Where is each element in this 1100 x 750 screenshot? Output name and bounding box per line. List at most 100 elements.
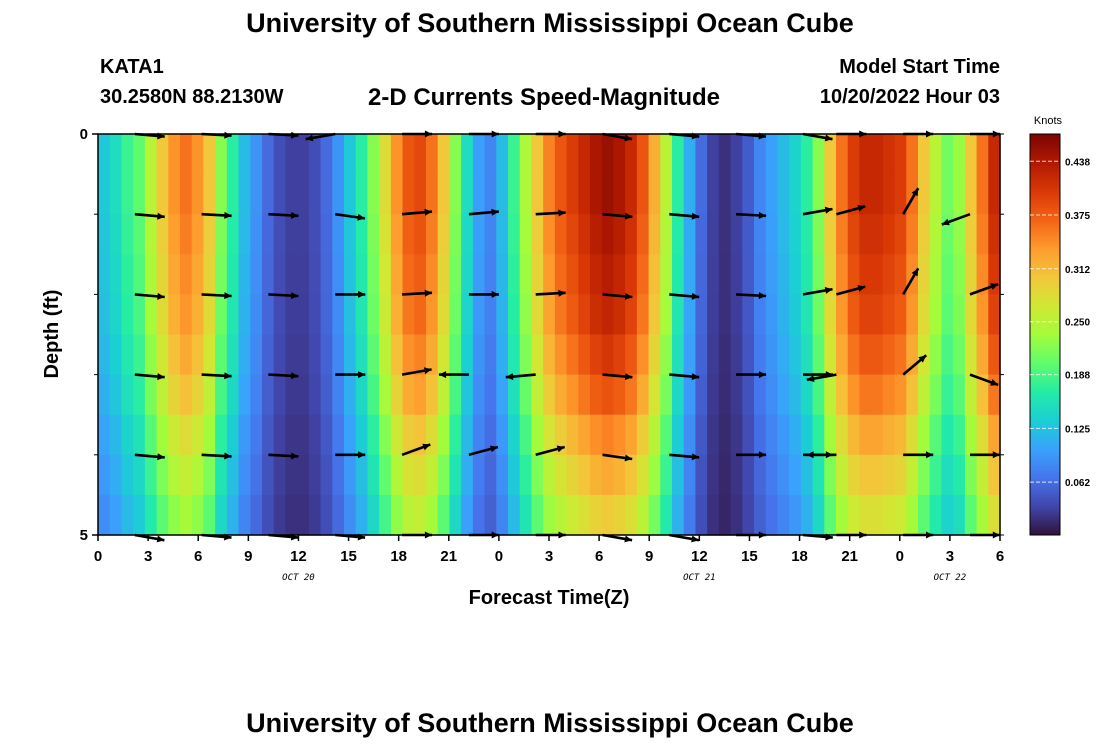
- current-arrow: [969, 373, 999, 387]
- heatmap-cell: [144, 334, 158, 376]
- page-title-bottom: University of Southern Mississippi Ocean…: [246, 708, 854, 738]
- heatmap-cell: [812, 174, 825, 215]
- heatmap-cell: [215, 254, 228, 295]
- heatmap-cell: [859, 294, 872, 336]
- x-tick-label: 15: [741, 548, 758, 565]
- heatmap-cell: [484, 454, 497, 496]
- heatmap-cell: [800, 374, 814, 416]
- heatmap-cell: [461, 374, 474, 416]
- heatmap-cell: [215, 214, 228, 255]
- heatmap-cell: [156, 214, 169, 255]
- heatmap-cell: [285, 134, 298, 175]
- heatmap-cell: [554, 174, 568, 215]
- heatmap-cell: [882, 494, 896, 536]
- x-tick-label: 0: [94, 548, 102, 565]
- colorbar-tick-label: 0.438: [1065, 157, 1090, 168]
- heatmap-cell: [988, 134, 1001, 175]
- heatmap-cell: [426, 454, 439, 496]
- heatmap-cell: [683, 294, 697, 336]
- heatmap-cell: [402, 454, 415, 496]
- heatmap-cell: [98, 294, 111, 336]
- heatmap-cell: [777, 374, 790, 416]
- heatmap-cell: [754, 494, 767, 536]
- x-tick-label: 0: [896, 548, 904, 565]
- heatmap-cell: [672, 254, 685, 295]
- heatmap-cell: [683, 134, 697, 175]
- heatmap-cell: [742, 214, 755, 255]
- heatmap-cell: [730, 454, 743, 496]
- heatmap-cell: [109, 134, 123, 175]
- heatmap-cell: [566, 374, 579, 416]
- heatmap-cell: [250, 454, 263, 496]
- heatmap-cell: [297, 374, 310, 416]
- heatmap-cell: [929, 174, 943, 215]
- heatmap-cell: [590, 174, 603, 215]
- heatmap-cell: [660, 454, 673, 496]
- heatmap-cell: [625, 494, 638, 536]
- heatmap-cell: [836, 454, 849, 496]
- heatmap-cell: [800, 454, 814, 496]
- heatmap-cell: [613, 174, 626, 215]
- current-arrow: [806, 451, 837, 459]
- heatmap-cell: [461, 454, 474, 496]
- heatmap-cell: [988, 334, 1001, 376]
- heatmap-cell: [613, 414, 626, 456]
- heatmap-cell: [906, 454, 919, 496]
- heatmap-cell: [543, 454, 556, 496]
- heatmap-cell: [718, 454, 732, 496]
- heatmap-cell: [906, 134, 919, 175]
- heatmap-cell: [660, 134, 673, 175]
- current-arrow: [401, 367, 432, 376]
- heatmap-cell: [367, 374, 380, 416]
- heatmap-cell: [332, 454, 345, 496]
- current-arrow: [602, 533, 633, 543]
- current-arrow: [736, 211, 767, 219]
- heatmap-cell: [180, 454, 193, 496]
- heatmap-cell: [379, 134, 392, 175]
- heatmap-cell: [718, 294, 732, 336]
- heatmap-cell: [168, 254, 181, 295]
- heatmap-cell: [168, 374, 181, 416]
- heatmap-cell: [215, 374, 228, 416]
- heatmap-cell: [519, 454, 533, 496]
- heatmap-cell: [355, 374, 369, 416]
- heatmap-cell: [390, 294, 404, 336]
- heatmap-cell: [613, 134, 626, 175]
- current-arrow: [669, 292, 700, 300]
- heatmap-cell: [133, 174, 146, 215]
- x-tick-label: 21: [841, 548, 858, 565]
- heatmap-cell: [367, 294, 380, 336]
- heatmap-cell: [683, 174, 697, 215]
- heatmap-cell: [144, 174, 158, 215]
- heatmap-cell: [180, 174, 193, 215]
- heatmap-cell: [320, 494, 333, 536]
- heatmap-cell: [180, 134, 193, 175]
- heatmap-cell: [519, 374, 533, 416]
- heatmap-cell: [121, 254, 134, 295]
- heatmap-cell: [262, 334, 275, 376]
- heatmap-cell: [133, 374, 146, 416]
- heatmap-cell: [203, 134, 216, 175]
- heatmap-cell: [262, 214, 275, 255]
- current-arrow: [602, 132, 633, 142]
- heatmap-cell: [941, 254, 954, 295]
- heatmap-cell: [859, 454, 872, 496]
- heatmap-cell: [601, 414, 615, 456]
- heatmap-cell: [98, 414, 111, 456]
- heatmap-cell: [882, 294, 896, 336]
- heatmap-cell: [414, 214, 427, 255]
- heatmap-cell: [648, 214, 661, 255]
- heatmap-cell: [531, 134, 544, 175]
- heatmap-cell: [590, 334, 603, 376]
- colorbar-tick-label: 0.250: [1065, 318, 1090, 329]
- heatmap-cell: [941, 174, 954, 215]
- heatmap-cell: [777, 134, 790, 175]
- heatmap-cell: [894, 254, 907, 295]
- heatmap-cell: [554, 454, 568, 496]
- current-arrow: [335, 371, 366, 379]
- heatmap-cell: [882, 334, 896, 376]
- heatmap-cell: [812, 414, 825, 456]
- heatmap-cell: [941, 414, 954, 456]
- heatmap-cell: [203, 494, 216, 536]
- heatmap-cell: [672, 334, 685, 376]
